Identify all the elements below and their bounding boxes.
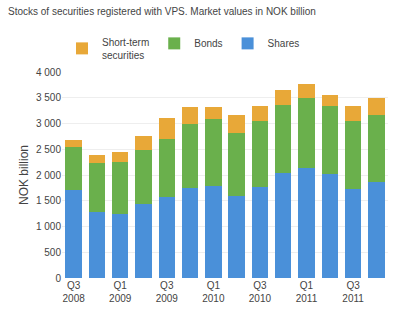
svg-text:2 000: 2 000 bbox=[36, 170, 61, 181]
svg-text:3 000: 3 000 bbox=[36, 118, 61, 129]
svg-text:Stocks of securities registere: Stocks of securities registered with VPS… bbox=[8, 6, 316, 17]
svg-text:Bonds: Bonds bbox=[194, 38, 222, 49]
svg-text:Shares: Shares bbox=[268, 38, 300, 49]
svg-text:Q32010: Q32010 bbox=[249, 280, 272, 304]
svg-text:Q32011: Q32011 bbox=[342, 280, 364, 304]
svg-text:4 000: 4 000 bbox=[36, 67, 61, 78]
svg-text:Q12009: Q12009 bbox=[109, 280, 132, 304]
svg-text:Q12011: Q12011 bbox=[296, 280, 318, 304]
svg-text:Short-termsecurities: Short-termsecurities bbox=[102, 37, 149, 61]
svg-text:Q32009: Q32009 bbox=[156, 280, 179, 304]
svg-text:NOK billion: NOK billion bbox=[17, 145, 31, 205]
svg-text:Q12010: Q12010 bbox=[202, 280, 225, 304]
svg-text:Q32008: Q32008 bbox=[63, 280, 86, 304]
svg-text:500: 500 bbox=[44, 247, 61, 258]
svg-text:1 500: 1 500 bbox=[36, 195, 61, 206]
svg-text:2 500: 2 500 bbox=[36, 144, 61, 155]
svg-text:1 000: 1 000 bbox=[36, 221, 61, 232]
svg-text:0: 0 bbox=[55, 273, 61, 284]
svg-text:3 500: 3 500 bbox=[36, 92, 61, 103]
